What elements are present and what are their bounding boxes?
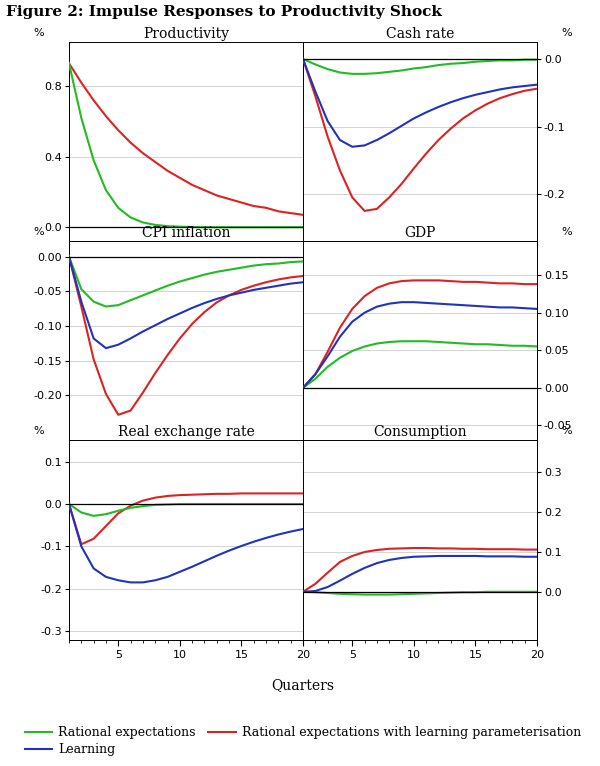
Title: Consumption: Consumption <box>373 425 467 439</box>
Text: $\%$: $\%$ <box>32 225 44 237</box>
Title: CPI inflation: CPI inflation <box>142 226 230 240</box>
Text: Figure 2: Impulse Responses to Productivity Shock: Figure 2: Impulse Responses to Productiv… <box>6 5 442 19</box>
Title: Real exchange rate: Real exchange rate <box>118 425 254 439</box>
Title: GDP: GDP <box>404 226 436 240</box>
Text: $\%$: $\%$ <box>32 424 44 437</box>
Text: $\%$: $\%$ <box>562 225 574 237</box>
Text: $\%$: $\%$ <box>562 26 574 38</box>
Title: Productivity: Productivity <box>143 27 229 41</box>
Legend: Rational expectations, Learning, Rational expectations with learning parameteris: Rational expectations, Learning, Rationa… <box>25 726 581 756</box>
Title: Cash rate: Cash rate <box>386 27 454 41</box>
Text: $\%$: $\%$ <box>562 424 574 437</box>
Text: Quarters: Quarters <box>271 678 335 692</box>
Text: $\%$: $\%$ <box>32 26 44 38</box>
